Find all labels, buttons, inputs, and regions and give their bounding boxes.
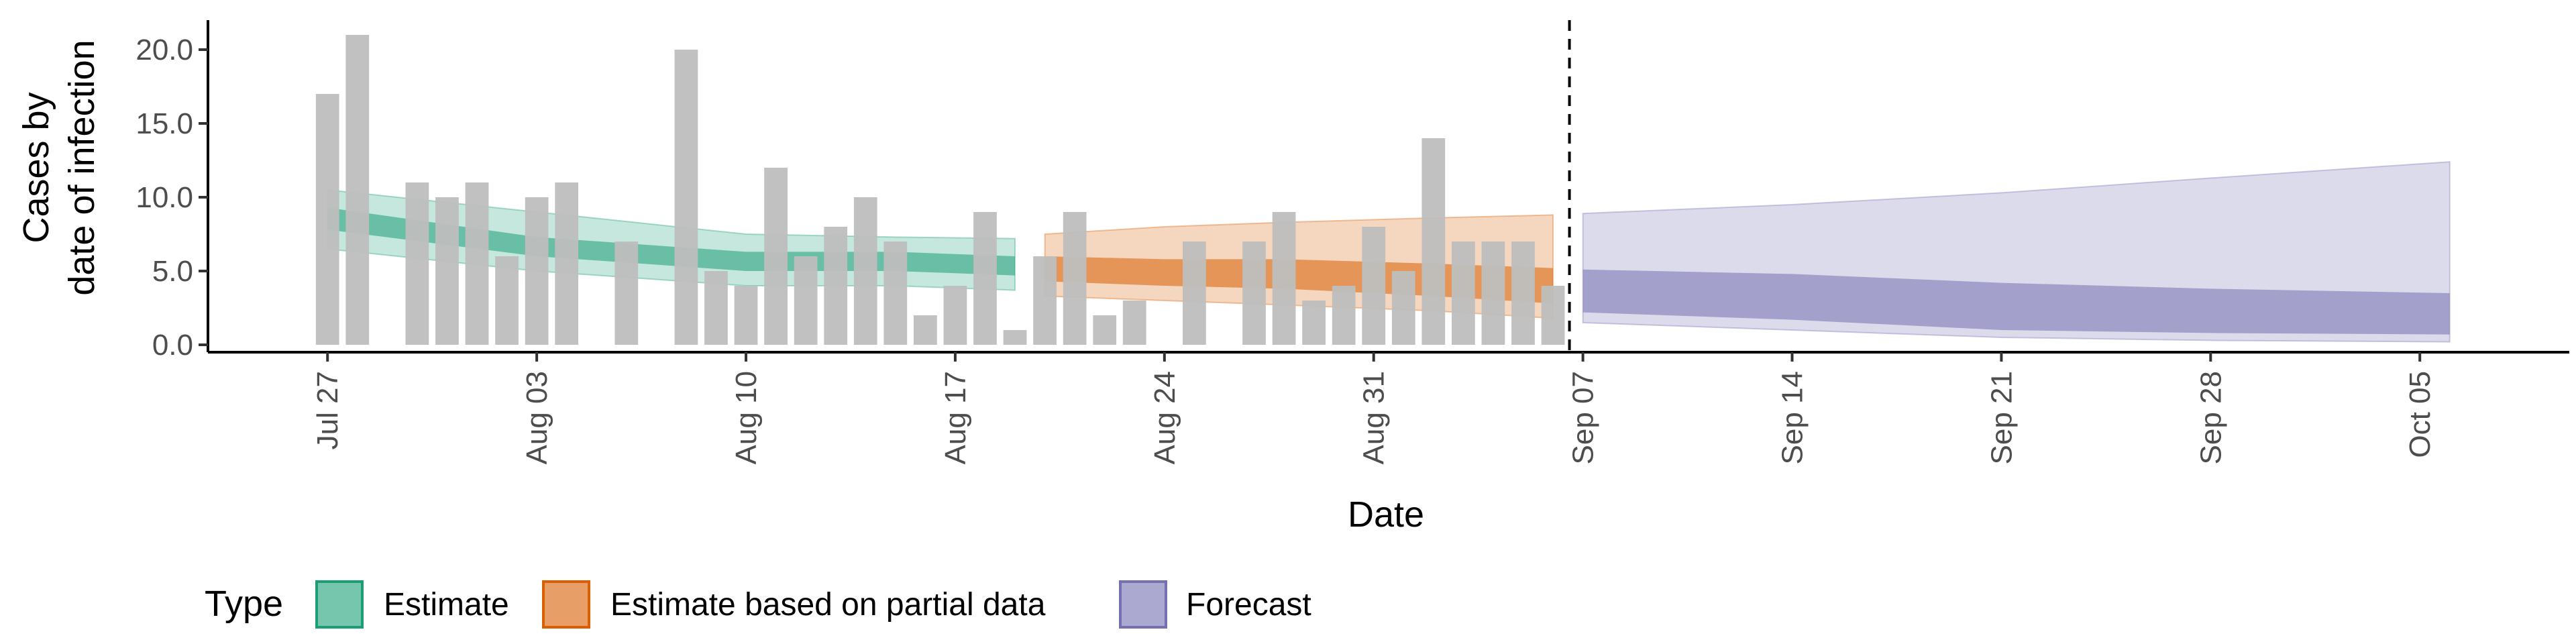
y-axis-title-line-1: Cases by <box>16 92 56 243</box>
x-axis-ticks: Jul 27 Aug 03 Aug 10 Aug 17 Aug 24 Aug 31 Sep … <box>311 352 2436 464</box>
case-bar <box>913 315 937 345</box>
case-bar <box>883 241 908 345</box>
y-tick-label: 5.0 <box>152 255 193 288</box>
x-tick-label: Aug 03 <box>521 371 553 464</box>
case-bar <box>1391 271 1415 345</box>
y-axis-title-line-2: date of infection <box>62 40 102 295</box>
case-bar <box>525 197 549 345</box>
case-bar <box>1272 212 1296 345</box>
legend: Type Estimate Estimate based on partial … <box>205 580 1311 629</box>
y-tick-label: 10.0 <box>136 181 193 214</box>
case-bar <box>824 227 848 345</box>
case-bar <box>1302 301 1326 345</box>
x-tick-label: Oct 05 <box>2404 371 2436 458</box>
ci50-band-forecast <box>1582 269 2450 335</box>
case-bar <box>973 212 997 345</box>
x-tick-label: Aug 31 <box>1358 371 1391 464</box>
case-bar <box>345 35 370 345</box>
case-bar <box>1362 227 1386 345</box>
case-bar <box>1541 286 1565 345</box>
case-bar <box>1242 241 1266 345</box>
y-tick-label: 15.0 <box>136 107 193 140</box>
axes <box>207 20 2569 354</box>
x-tick-label: Sep 28 <box>2194 371 2227 464</box>
case-bar <box>555 182 579 345</box>
case-bar <box>1421 138 1446 345</box>
legend-swatch-estimate <box>315 580 364 629</box>
case-bar <box>704 271 728 345</box>
case-bar <box>764 168 788 345</box>
case-bar <box>315 94 339 345</box>
x-tick-label: Aug 10 <box>730 371 763 464</box>
x-tick-label: Sep 14 <box>1776 371 1809 464</box>
case-bar <box>1511 241 1535 345</box>
x-axis-title: Date <box>1348 494 1424 535</box>
case-bar <box>465 182 489 345</box>
case-bar <box>1093 315 1117 345</box>
x-tick-label: Aug 24 <box>1148 371 1181 464</box>
case-bar <box>853 197 877 345</box>
case-bar <box>1183 241 1206 345</box>
legend-label-forecast: Forecast <box>1186 587 1311 623</box>
x-tick-label: Sep 07 <box>1567 371 1600 464</box>
legend-label-estimate: Estimate <box>384 587 509 623</box>
case-bar <box>943 286 967 345</box>
case-bar <box>1003 330 1027 345</box>
case-bar <box>495 256 519 345</box>
case-bar <box>734 286 758 345</box>
case-bar <box>1063 212 1087 345</box>
case-bar <box>1452 241 1475 345</box>
legend-label-partial: Estimate based on partial data <box>610 587 1046 623</box>
x-tick-label: Jul 27 <box>311 371 344 449</box>
y-tick-label: 20.0 <box>136 34 193 66</box>
legend-swatch-forecast <box>1119 580 1167 629</box>
case-bar <box>1481 241 1505 345</box>
case-bar <box>614 241 639 345</box>
case-bar <box>1122 301 1146 345</box>
legend-title: Type <box>205 584 283 624</box>
case-bar <box>405 182 429 345</box>
case-bar <box>674 50 698 345</box>
x-tick-label: Aug 17 <box>939 371 972 464</box>
y-tick-label: 0.0 <box>152 329 193 362</box>
x-tick-label: Sep 21 <box>1985 371 2018 464</box>
case-bar <box>794 256 818 345</box>
case-bar <box>435 197 459 345</box>
legend-swatch-partial <box>542 580 590 629</box>
y-axis-ticks: 0.0 5.0 10.0 15.0 20.0 <box>136 34 208 362</box>
case-bar <box>1033 256 1057 345</box>
case-bar <box>1332 286 1356 345</box>
